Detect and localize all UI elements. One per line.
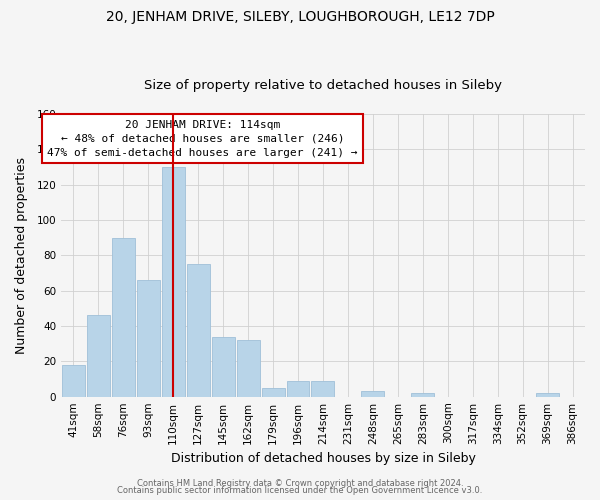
Bar <box>262 388 284 396</box>
Bar <box>137 280 160 396</box>
Text: Contains public sector information licensed under the Open Government Licence v3: Contains public sector information licen… <box>118 486 482 495</box>
Text: 20 JENHAM DRIVE: 114sqm
← 48% of detached houses are smaller (246)
47% of semi-d: 20 JENHAM DRIVE: 114sqm ← 48% of detache… <box>47 120 358 158</box>
Text: Contains HM Land Registry data © Crown copyright and database right 2024.: Contains HM Land Registry data © Crown c… <box>137 478 463 488</box>
Bar <box>62 365 85 396</box>
Bar <box>212 336 235 396</box>
Bar <box>311 381 334 396</box>
Text: 20, JENHAM DRIVE, SILEBY, LOUGHBOROUGH, LE12 7DP: 20, JENHAM DRIVE, SILEBY, LOUGHBOROUGH, … <box>106 10 494 24</box>
Bar <box>236 340 260 396</box>
Bar <box>162 167 185 396</box>
Bar <box>187 264 209 396</box>
Y-axis label: Number of detached properties: Number of detached properties <box>15 157 28 354</box>
Bar <box>112 238 135 396</box>
Bar <box>536 393 559 396</box>
Bar <box>412 393 434 396</box>
Title: Size of property relative to detached houses in Sileby: Size of property relative to detached ho… <box>144 79 502 92</box>
X-axis label: Distribution of detached houses by size in Sileby: Distribution of detached houses by size … <box>170 452 475 465</box>
Bar <box>287 381 310 396</box>
Bar <box>87 316 110 396</box>
Bar <box>361 392 385 396</box>
